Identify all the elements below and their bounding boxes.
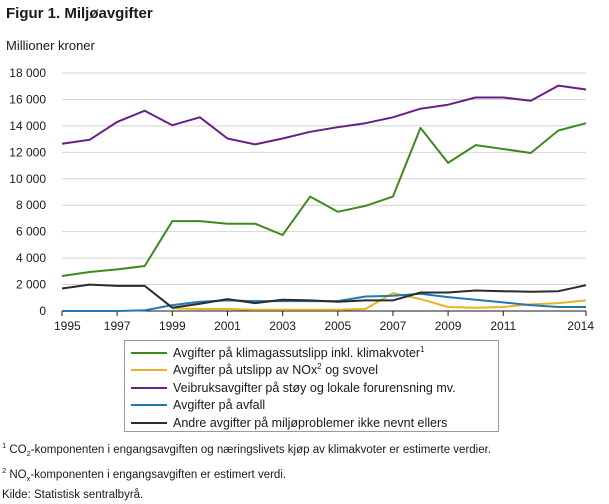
legend-item-avfall: Avgifter på avfall	[125, 397, 498, 415]
legend-label-nox: Avgifter på utslipp av NOx2 og svovel	[173, 362, 379, 378]
y-tick-label: 8 000	[16, 198, 46, 212]
y-tick-label: 0	[39, 304, 46, 318]
y-tick-label: 12 000	[9, 145, 46, 159]
legend-item-nox: Avgifter på utslipp av NOx2 og svovel	[125, 362, 498, 380]
x-tick-label: 2003	[269, 319, 296, 333]
x-tick-label: 1997	[104, 319, 131, 333]
gridlines	[62, 72, 586, 286]
x-tick-label: 2001	[214, 319, 241, 333]
y-tick-label: 14 000	[9, 119, 46, 133]
series-line-andre	[61, 283, 587, 309]
x-tick-label: 1999	[159, 319, 186, 333]
series-line-avfall	[62, 292, 586, 312]
line-chart: 0 2 000 4 000 6 000 8 000 10 000 12 000 14 000 1…	[9, 66, 594, 333]
legend-swatch-nox	[131, 369, 167, 372]
series-line-klima	[61, 122, 587, 277]
legend-item-klima: Avgifter på klimagassutslipp inkl. klima…	[125, 344, 498, 362]
x-tick-label: 1995	[54, 319, 81, 333]
legend: Avgifter på klimagassutslipp inkl. klima…	[124, 340, 499, 432]
footnotes: 1 CO2-komponenten i engangsavgiften og n…	[2, 437, 491, 504]
x-tick-label: 2007	[380, 319, 407, 333]
series-line-veibruk	[61, 84, 587, 146]
x-tick-label: 2011	[490, 319, 516, 333]
x-tick-label: 2005	[324, 319, 351, 333]
legend-label-veibruk: Veibruksavgifter på støy og lokale forur…	[173, 380, 456, 395]
y-tick-label: 2 000	[16, 278, 46, 292]
y-tick-label: 4 000	[16, 251, 46, 265]
x-tick-label: 2009	[435, 319, 462, 333]
x-axis: 1995 1997 1999 2001 2003 2005 2007 2009 2011 2014	[54, 310, 594, 333]
y-tick-label: 6 000	[16, 225, 46, 239]
legend-swatch-avfall	[131, 404, 167, 407]
y-tick-label: 16 000	[9, 92, 46, 106]
footnote-2: 2 NOx-komponenten i engangsavgiften er e…	[2, 466, 287, 484]
series-lines	[61, 84, 587, 312]
y-tick-label: 10 000	[9, 172, 46, 186]
legend-label-avfall: Avgifter på avfall	[173, 398, 266, 413]
legend-swatch-veibruk	[131, 386, 167, 389]
x-tick-label: 2014	[567, 319, 594, 333]
legend-label-andre: Andre avgifter på miljøproblemer ikke ne…	[173, 415, 448, 430]
y-axis-ticks: 0 2 000 4 000 6 000 8 000 10 000 12 000 14 000 1…	[9, 66, 46, 318]
y-tick-label: 18 000	[9, 66, 46, 80]
legend-item-andre: Andre avgifter på miljøproblemer ikke ne…	[125, 414, 498, 432]
source-note: Kilde: Statistisk sentralbyrå.	[2, 489, 144, 502]
legend-label-klima: Avgifter på klimagassutslipp inkl. klima…	[173, 344, 425, 360]
y-axis-unit-label: Millioner kroner	[6, 38, 95, 53]
legend-item-veibruk: Veibruksavgifter på støy og lokale forur…	[125, 379, 498, 397]
legend-swatch-andre	[131, 421, 167, 424]
chart-title: Figur 1. Miljøavgifter	[6, 5, 153, 22]
legend-swatch-klima	[131, 351, 167, 354]
footnote-1: 1 CO2-komponenten i engangsavgiften og n…	[2, 441, 492, 459]
